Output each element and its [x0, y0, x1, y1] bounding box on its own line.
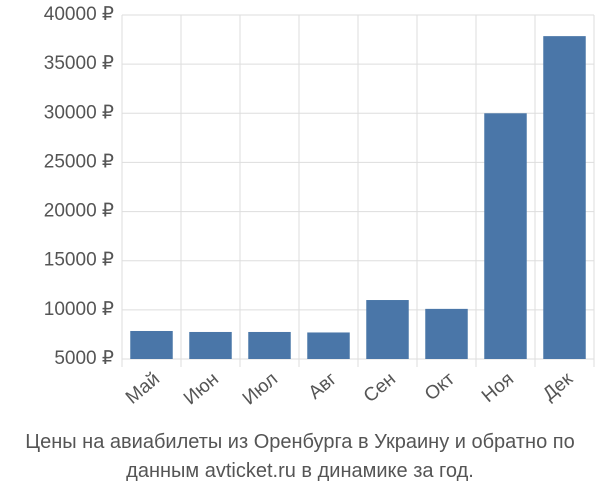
y-tick-label: 10000 ₽ [44, 299, 114, 320]
x-tick-label: Июл [239, 369, 282, 410]
chart: 5000 ₽ 10000 ₽ 15000 ₽ 20000 ₽ 25000 ₽ 30000 … [44, 4, 595, 410]
x-tick-label: Дек [539, 368, 577, 405]
x-tick-label: Окт [421, 368, 459, 405]
y-tick-label: 30000 ₽ [44, 102, 114, 123]
y-tick-label: 15000 ₽ [44, 250, 114, 271]
y-tick-label: 5000 ₽ [54, 348, 114, 369]
x-tick-label: Ноя [478, 369, 518, 407]
bar [484, 113, 527, 360]
x-tick-label: Май [122, 369, 164, 409]
bar [366, 300, 409, 359]
bar [425, 308, 468, 359]
chart-title: Цены на авиабилеты из Оренбурга в Украин… [25, 431, 575, 482]
y-tick-label: 25000 ₽ [44, 151, 114, 172]
x-tick-label: Сен [360, 369, 400, 407]
y-tick-label: 20000 ₽ [44, 201, 114, 222]
y-tick-label: 40000 ₽ [44, 4, 114, 25]
y-tick-label: 35000 ₽ [44, 53, 114, 74]
bar [248, 331, 291, 359]
bar [543, 36, 586, 359]
bar [130, 330, 173, 359]
bar [307, 332, 350, 359]
bar [189, 331, 232, 359]
x-tick-label: Июн [180, 369, 223, 410]
x-tick-label: Авг [305, 369, 341, 404]
